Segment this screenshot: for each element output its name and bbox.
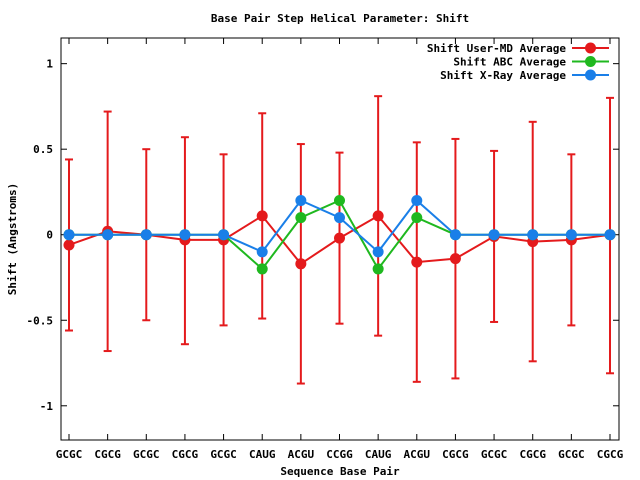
legend-label: Shift X-Ray Average — [440, 69, 566, 82]
data-point — [218, 229, 230, 241]
legend-label: Shift User-MD Average — [427, 42, 566, 55]
data-point — [179, 229, 191, 241]
data-point — [411, 212, 423, 224]
series-layer — [63, 95, 616, 385]
x-tick-label: CCGG — [326, 448, 353, 461]
data-point — [256, 246, 268, 258]
data-point — [140, 229, 152, 241]
data-point — [372, 263, 384, 275]
x-tick-label: ACGU — [288, 448, 315, 461]
data-point — [295, 258, 307, 270]
y-tick-label: 0 — [46, 229, 53, 242]
data-point — [295, 212, 307, 224]
legend-marker — [585, 69, 596, 81]
x-tick-label: GCGC — [558, 448, 585, 461]
data-point — [63, 239, 75, 251]
legend-marker — [585, 42, 596, 54]
data-point — [527, 229, 539, 241]
x-tick-label: CGCG — [172, 448, 199, 461]
data-point — [372, 246, 384, 258]
data-point — [565, 229, 577, 241]
y-axis-label: Shift (Angstroms) — [6, 183, 19, 296]
data-point — [449, 253, 461, 265]
data-point — [63, 229, 75, 241]
x-tick-label: GCGC — [56, 448, 83, 461]
data-point — [334, 195, 345, 207]
x-tick-label: GCGC — [481, 448, 508, 461]
axis-ticks: -1 -0.5 0 0.5 1 GCGC CGCG GCGC CGCG GCGC CAUG ACGU C… — [27, 38, 624, 461]
data-point — [488, 229, 500, 241]
y-tick-label: -0.5 — [27, 314, 54, 327]
x-tick-label: GCGC — [210, 448, 237, 461]
x-tick-label: CGCG — [442, 448, 469, 461]
x-axis-label: Sequence Base Pair — [280, 465, 400, 478]
data-point — [411, 256, 423, 268]
y-tick-label: 1 — [46, 58, 53, 71]
data-point — [334, 212, 345, 224]
y-tick-label: -1 — [40, 400, 54, 413]
data-point — [256, 210, 268, 222]
x-tick-label: CGCG — [597, 448, 624, 461]
x-tick-label: CGCG — [519, 448, 546, 461]
legend-label: Shift ABC Average — [453, 56, 566, 69]
y-tick-label: 0.5 — [33, 143, 53, 156]
data-point — [295, 195, 307, 207]
x-tick-label: GCGC — [133, 448, 160, 461]
data-point — [411, 195, 423, 207]
data-point — [372, 210, 384, 222]
x-tick-label: CAUG — [365, 448, 392, 461]
x-tick-label: ACGU — [404, 448, 431, 461]
legend-marker — [585, 56, 596, 67]
x-tick-label: CAUG — [249, 448, 276, 461]
data-point — [604, 229, 616, 241]
data-point — [334, 232, 345, 244]
data-point — [256, 263, 268, 275]
data-point — [102, 229, 114, 241]
data-point — [449, 229, 461, 241]
chart-title: Base Pair Step Helical Parameter: Shift — [211, 12, 469, 25]
x-tick-label: CGCG — [94, 448, 121, 461]
